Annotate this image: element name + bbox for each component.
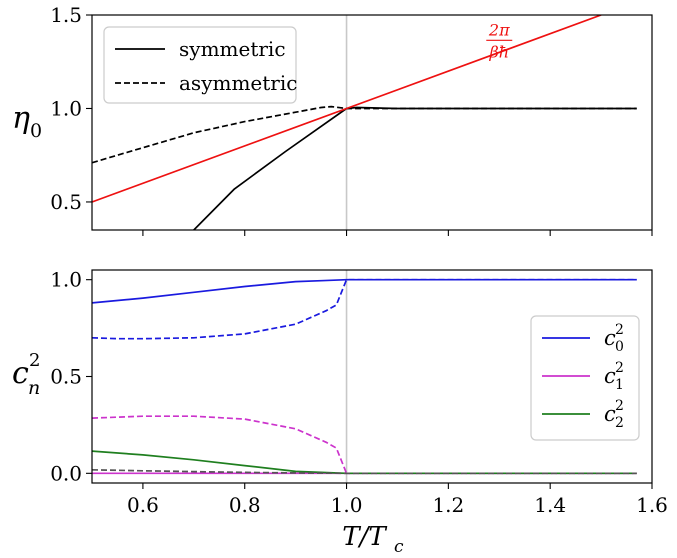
- y-tick-label: 1.0: [50, 96, 82, 120]
- x-tick-label: 1.0: [331, 493, 363, 517]
- y-axis-label-subscript: n: [28, 377, 40, 399]
- y-axis-label: c: [12, 356, 29, 391]
- series-group: [92, 278, 637, 475]
- series-line-4: [92, 450, 637, 475]
- y-tick-label: 1.5: [50, 3, 82, 27]
- x-tick-label: 0.8: [229, 493, 261, 517]
- y-axis-label-subscript: 0: [30, 120, 42, 142]
- annotation-numerator: 2π: [488, 20, 510, 39]
- legend-label-sub-c0: 0: [615, 339, 624, 355]
- y-tick-label: 0.0: [50, 461, 82, 485]
- coefficients-panel: 0.00.51.00.6 0.8 1.0 1.2 1.4 1.6c n2T/T cc 02c 12…: [12, 268, 668, 557]
- legend-label-asymmetric: asymmetric: [179, 71, 297, 95]
- legend-box: [530, 315, 640, 441]
- eta-panel: 0.5 1.0 1.5 η 0 symmetric asymmetric 2π βħ: [12, 3, 653, 236]
- x-tick-label: 1.4: [534, 493, 566, 517]
- y-axis-label-superscript: 2: [29, 350, 40, 371]
- legend-label-sub-c2: 2: [615, 415, 624, 431]
- x-axis-label: T/T: [342, 522, 387, 552]
- x-axis-label-subscript: c: [394, 537, 404, 557]
- series-line-5: [92, 468, 637, 475]
- series-line-1: [92, 278, 637, 340]
- legend-label-c1: c: [604, 364, 616, 388]
- legend-label-c0: c: [604, 326, 616, 350]
- legend-box: [103, 26, 297, 104]
- legend-label-symmetric: symmetric: [179, 37, 286, 61]
- series-line-2: [92, 15, 602, 203]
- axes-frame: [91, 14, 653, 231]
- x-tick-label: 1.6: [636, 493, 668, 517]
- legend-label-sub-c1: 1: [615, 377, 624, 393]
- legend-label-sup-c1: 2: [615, 360, 624, 376]
- series-group: [92, 15, 637, 230]
- legend-label-sup-c0: 2: [615, 322, 624, 338]
- y-tick-label: 0.5: [50, 365, 82, 389]
- y-tick-label: 0.5: [50, 190, 82, 214]
- series-line-0: [92, 278, 637, 304]
- y-tick-label: 1.0: [50, 268, 82, 292]
- series-line-0: [193, 106, 637, 230]
- x-tick-label: 1.2: [432, 493, 464, 517]
- y-axis-label: η: [12, 101, 30, 136]
- series-line-1: [92, 105, 637, 164]
- legend-label-c2: c: [604, 402, 616, 426]
- x-tick-label: 0.6: [127, 493, 159, 517]
- annotation-denominator: βħ: [488, 42, 509, 61]
- legend-label-sup-c2: 2: [615, 398, 624, 414]
